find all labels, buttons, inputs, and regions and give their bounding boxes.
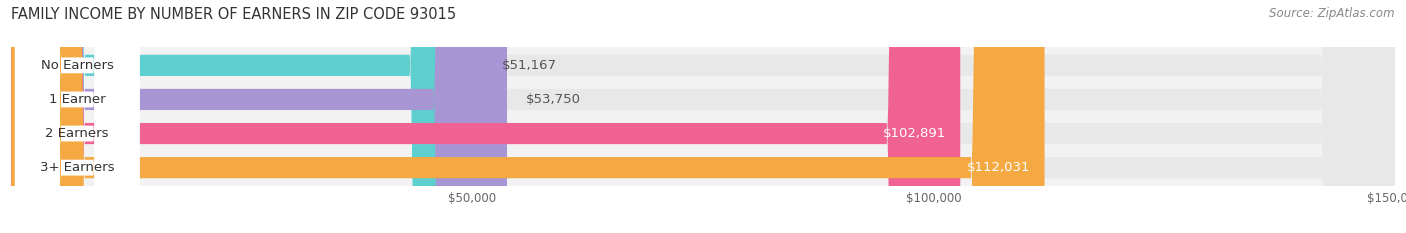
FancyBboxPatch shape <box>11 0 1395 233</box>
Text: FAMILY INCOME BY NUMBER OF EARNERS IN ZIP CODE 93015: FAMILY INCOME BY NUMBER OF EARNERS IN ZI… <box>11 7 457 22</box>
Text: $53,750: $53,750 <box>526 93 581 106</box>
FancyBboxPatch shape <box>15 0 139 233</box>
FancyBboxPatch shape <box>11 0 508 233</box>
Text: 1 Earner: 1 Earner <box>49 93 105 106</box>
Text: 2 Earners: 2 Earners <box>45 127 108 140</box>
FancyBboxPatch shape <box>11 0 960 233</box>
Text: No Earners: No Earners <box>41 59 114 72</box>
Text: Source: ZipAtlas.com: Source: ZipAtlas.com <box>1270 7 1395 20</box>
FancyBboxPatch shape <box>11 0 1395 233</box>
Text: $102,891: $102,891 <box>883 127 946 140</box>
Text: 3+ Earners: 3+ Earners <box>39 161 114 174</box>
Text: $112,031: $112,031 <box>967 161 1031 174</box>
FancyBboxPatch shape <box>15 0 139 233</box>
Text: $51,167: $51,167 <box>502 59 557 72</box>
FancyBboxPatch shape <box>11 0 484 233</box>
FancyBboxPatch shape <box>15 0 139 233</box>
FancyBboxPatch shape <box>11 0 1395 233</box>
FancyBboxPatch shape <box>11 0 1395 233</box>
FancyBboxPatch shape <box>15 0 139 233</box>
FancyBboxPatch shape <box>11 0 1045 233</box>
